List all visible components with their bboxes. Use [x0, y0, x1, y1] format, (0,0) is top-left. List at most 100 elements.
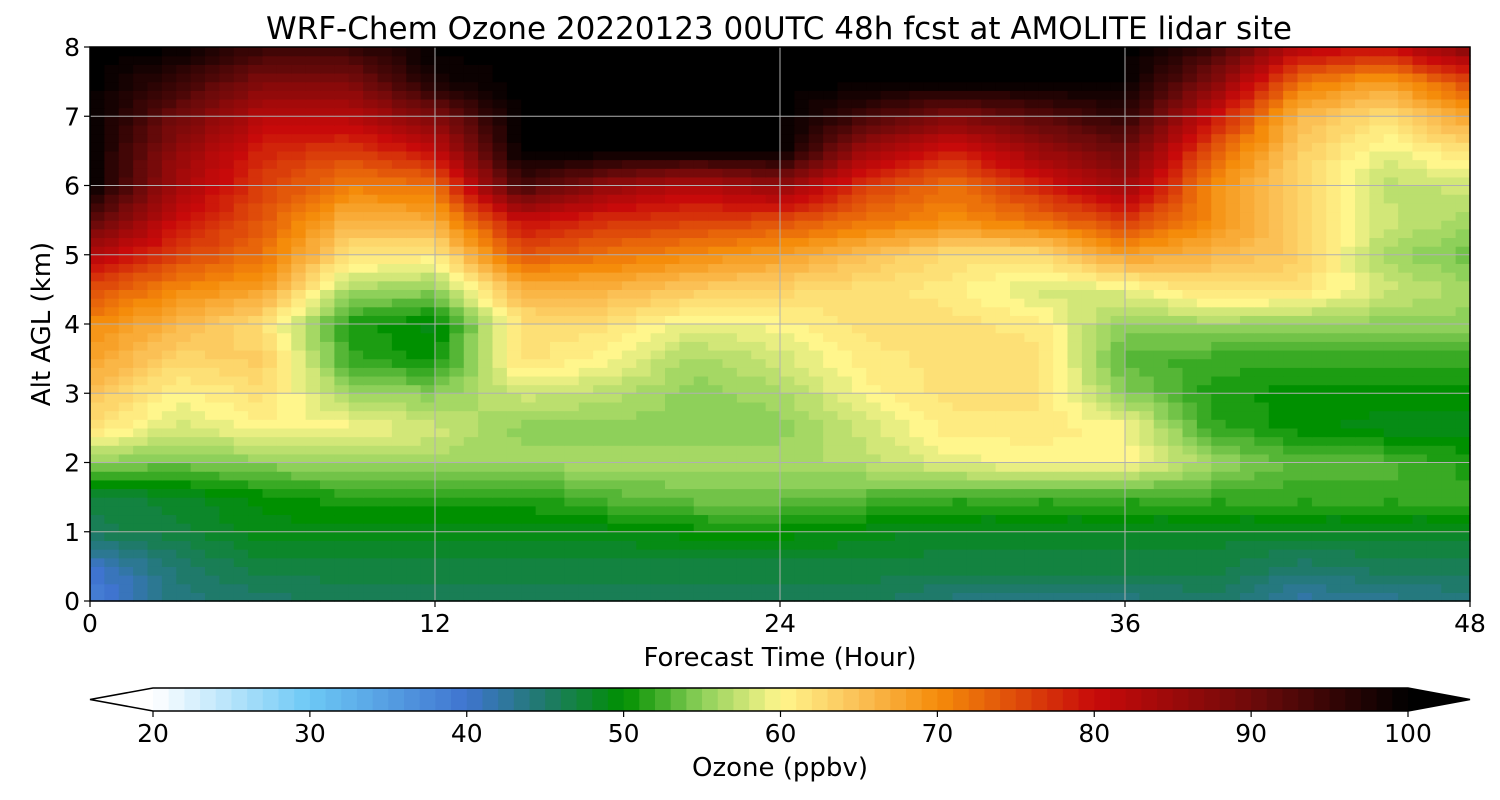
heatmap-cell — [722, 592, 738, 602]
heatmap-cell — [90, 254, 105, 265]
heatmap-cell — [578, 575, 594, 585]
heatmap-cell — [837, 159, 853, 169]
heatmap-cell — [1268, 583, 1284, 593]
heatmap-cell — [665, 375, 680, 386]
heatmap-cell — [1053, 280, 1069, 290]
heatmap-cell — [1081, 436, 1097, 446]
heatmap-cell — [1441, 150, 1457, 161]
heatmap-cell — [161, 306, 177, 316]
heatmap-cell — [1268, 479, 1284, 490]
heatmap-cell — [1196, 168, 1212, 178]
heatmap-cell — [1153, 228, 1169, 239]
heatmap-cell — [1053, 202, 1069, 213]
heatmap-cell — [435, 540, 450, 550]
heatmap-cell — [1081, 228, 1097, 239]
heatmap-cell — [219, 592, 235, 602]
heatmap-cell — [751, 289, 767, 299]
heatmap-cell — [348, 531, 364, 542]
heatmap-cell — [708, 445, 724, 455]
heatmap-cell — [866, 540, 882, 550]
heatmap-cell — [1254, 289, 1270, 299]
heatmap-cell — [262, 254, 278, 265]
heatmap-cell — [1297, 401, 1313, 412]
heatmap-cell — [909, 211, 925, 221]
heatmap-cell — [1096, 367, 1112, 377]
heatmap-cell — [593, 410, 609, 420]
heatmap-cell — [1441, 315, 1457, 325]
heatmap-cell — [880, 462, 896, 472]
heatmap-cell — [851, 583, 867, 593]
heatmap-cell — [506, 159, 522, 169]
heatmap-cell — [1182, 393, 1198, 403]
heatmap-cell — [895, 410, 910, 420]
heatmap-cell — [1369, 419, 1385, 429]
heatmap-cell — [262, 168, 278, 178]
heatmap-cell — [435, 306, 450, 316]
heatmap-cell — [1268, 332, 1284, 342]
heatmap-cell — [1225, 453, 1241, 464]
heatmap-cell — [262, 557, 278, 567]
heatmap-cell — [1182, 237, 1198, 247]
heatmap-cell — [995, 505, 1011, 516]
heatmap-cell — [621, 289, 637, 299]
heatmap-cell — [1326, 237, 1342, 247]
heatmap-cell — [665, 272, 680, 282]
heatmap-cell — [1355, 436, 1370, 446]
heatmap-cell — [104, 384, 120, 394]
heatmap-cell — [262, 237, 278, 247]
heatmap-cell — [593, 254, 609, 265]
heatmap-cell — [205, 462, 220, 472]
heatmap-cell — [248, 549, 264, 559]
heatmap-cell — [1283, 315, 1299, 325]
heatmap-cell — [621, 332, 637, 342]
heatmap-cell — [564, 237, 580, 247]
heatmap-cell — [837, 202, 853, 213]
heatmap-cell — [535, 505, 551, 516]
heatmap-cell — [176, 280, 192, 290]
heatmap-cell — [1096, 497, 1112, 507]
heatmap-cell — [1125, 505, 1140, 516]
heatmap-cell — [708, 514, 724, 524]
heatmap-cell — [995, 202, 1011, 213]
heatmap-cell — [1096, 254, 1112, 265]
heatmap-cell — [1196, 254, 1212, 265]
heatmap-cell — [1340, 306, 1356, 316]
heatmap-cell — [736, 471, 752, 481]
heatmap-cell — [248, 453, 264, 464]
heatmap-cell — [722, 445, 738, 455]
heatmap-cell — [564, 150, 580, 161]
heatmap-cell — [1398, 410, 1414, 420]
heatmap-cell — [1211, 228, 1227, 239]
heatmap-cell — [334, 462, 350, 472]
heatmap-cell — [1024, 194, 1040, 204]
heatmap-cell — [205, 289, 220, 299]
heatmap-cell — [851, 332, 867, 342]
heatmap-cell — [1010, 453, 1025, 464]
heatmap-cell — [966, 298, 982, 308]
heatmap-cell — [578, 531, 594, 542]
heatmap-cell — [895, 358, 910, 368]
heatmap-cell — [607, 367, 623, 377]
heatmap-cell — [1196, 159, 1212, 169]
heatmap-cell — [334, 194, 350, 204]
heatmap-cell — [391, 280, 407, 290]
heatmap-cell — [1067, 211, 1083, 221]
heatmap-cell — [1297, 289, 1313, 299]
heatmap-cell — [1081, 332, 1097, 342]
heatmap-cell — [708, 384, 724, 394]
heatmap-cell — [593, 150, 609, 161]
heatmap-cell — [305, 176, 321, 187]
heatmap-cell — [650, 168, 666, 178]
heatmap-cell — [535, 263, 551, 273]
heatmap-cell — [190, 497, 206, 507]
heatmap-cell — [363, 367, 379, 377]
heatmap-cell — [1211, 332, 1227, 342]
heatmap-cell — [895, 176, 910, 187]
heatmap-cell — [736, 280, 752, 290]
heatmap-cell — [837, 419, 853, 429]
heatmap-cell — [104, 575, 120, 585]
heatmap-cell — [506, 488, 522, 498]
heatmap-cell — [1196, 592, 1212, 602]
heatmap-cell — [161, 185, 177, 195]
heatmap-cell — [621, 488, 637, 498]
